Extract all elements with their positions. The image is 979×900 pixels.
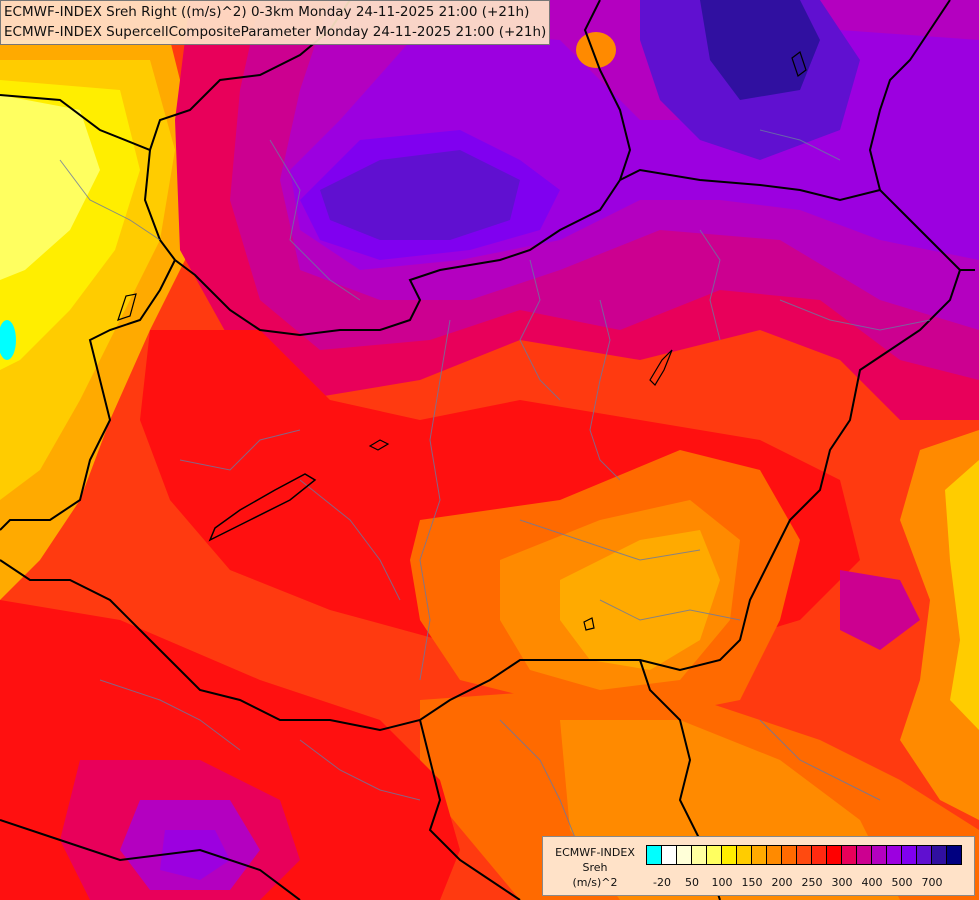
map-title-line2: ECMWF-INDEX SupercellCompositeParameter … xyxy=(4,24,547,40)
field-ne-dark xyxy=(700,0,820,100)
legend-swatch xyxy=(766,845,782,865)
legend-tick-label: 700 xyxy=(921,876,943,889)
legend-swatch xyxy=(946,845,962,865)
field-east-yellow xyxy=(945,460,979,730)
field-cyan-spot xyxy=(0,320,16,360)
field-east-purple xyxy=(840,570,920,650)
lake-small-1 xyxy=(368,439,390,451)
legend-swatch xyxy=(886,845,902,865)
lake-balaton xyxy=(208,473,317,542)
legend-swatch xyxy=(901,845,917,865)
lake-small-2 xyxy=(649,349,673,386)
field-north-orange-spot xyxy=(576,32,616,68)
legend-swatch xyxy=(691,845,707,865)
legend-swatch xyxy=(736,845,752,865)
field-north-deep xyxy=(320,150,520,240)
legend-tick-label: 250 xyxy=(801,876,823,889)
legend-swatch xyxy=(796,845,812,865)
legend-title: ECMWF-INDEX Sreh (m/s)^2 xyxy=(547,845,643,890)
legend-title-line2: Sreh xyxy=(582,861,608,874)
legend-swatch xyxy=(826,845,842,865)
lake-small-4 xyxy=(791,51,807,77)
legend-swatch xyxy=(661,845,677,865)
map-title-line1: ECMWF-INDEX Sreh Right ((m/s)^2) 0-3km M… xyxy=(4,4,530,20)
legend-swatches xyxy=(646,845,962,865)
legend-title-line1: ECMWF-INDEX xyxy=(555,846,635,859)
legend-tick-label: -20 xyxy=(653,876,671,889)
legend-swatch xyxy=(841,845,857,865)
legend-ticks: -20 50 100 150 200 250 300 400 500 700 xyxy=(646,876,968,890)
legend-swatch xyxy=(856,845,872,865)
legend-swatch xyxy=(721,845,737,865)
field-center-yellow xyxy=(560,530,720,670)
legend-tick-label: 150 xyxy=(741,876,763,889)
legend-tick-label: 50 xyxy=(685,876,699,889)
legend-tick-label: 400 xyxy=(861,876,883,889)
legend-swatch xyxy=(706,845,722,865)
region-borders xyxy=(59,129,931,851)
legend-swatch xyxy=(781,845,797,865)
legend-tick-label: 500 xyxy=(891,876,913,889)
lake-small-5 xyxy=(583,617,595,631)
legend-title-line3: (m/s)^2 xyxy=(572,876,618,889)
map-title-box: ECMWF-INDEX Sreh Right ((m/s)^2) 0-3km M… xyxy=(0,0,551,45)
lake-small-3 xyxy=(117,293,137,321)
legend-tick-label: 200 xyxy=(771,876,793,889)
legend-swatch xyxy=(871,845,887,865)
legend-swatch xyxy=(676,845,692,865)
legend-swatch xyxy=(916,845,932,865)
legend-swatch xyxy=(811,845,827,865)
legend-tick-label: 300 xyxy=(831,876,853,889)
field-sw-violet xyxy=(160,830,230,880)
legend-swatch xyxy=(751,845,767,865)
color-legend: ECMWF-INDEX Sreh (m/s)^2 -20 50 100 150 200 2… xyxy=(542,836,975,896)
legend-tick-label: 100 xyxy=(711,876,733,889)
legend-swatch xyxy=(931,845,947,865)
legend-swatch xyxy=(646,845,662,865)
field-west-lightyellow xyxy=(0,95,100,280)
